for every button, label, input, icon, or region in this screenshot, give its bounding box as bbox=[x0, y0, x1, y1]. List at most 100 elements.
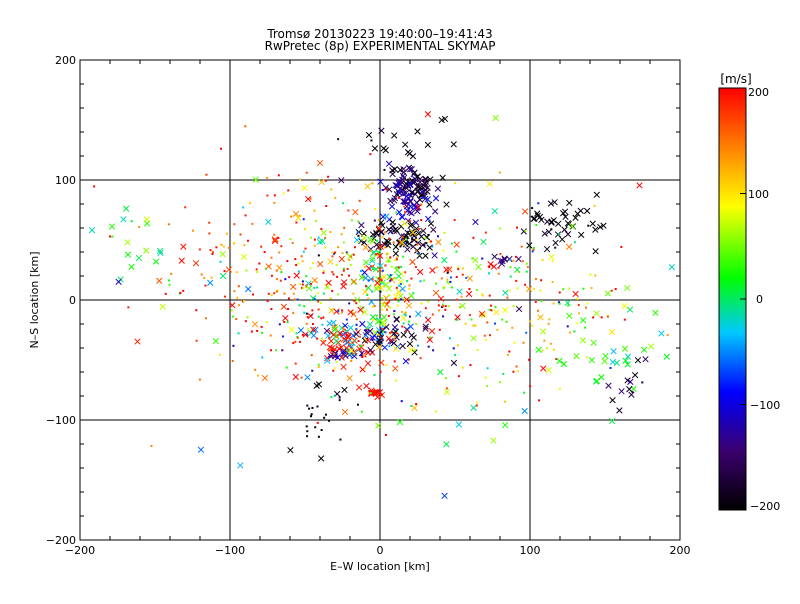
data-point-dot bbox=[343, 226, 346, 229]
data-point-dot bbox=[329, 231, 332, 234]
data-point-x bbox=[325, 332, 332, 339]
data-point-dot bbox=[443, 231, 446, 234]
data-point-dot bbox=[394, 277, 397, 280]
data-point-dot bbox=[606, 315, 609, 318]
data-point-dot bbox=[305, 275, 308, 278]
data-point-dot bbox=[416, 177, 419, 180]
data-point-dot bbox=[527, 358, 530, 361]
data-point-x bbox=[328, 345, 336, 352]
data-point-x bbox=[592, 248, 599, 255]
data-point-dot bbox=[303, 305, 306, 308]
data-point-dot bbox=[381, 189, 384, 192]
data-point-dot bbox=[111, 235, 114, 238]
data-point-dot bbox=[549, 342, 552, 345]
data-point-x bbox=[525, 285, 533, 293]
data-point-dot bbox=[286, 321, 289, 324]
data-point-dot bbox=[383, 246, 386, 249]
data-point-x bbox=[502, 289, 509, 296]
data-point-dot bbox=[512, 370, 515, 373]
data-point-x bbox=[618, 388, 625, 395]
data-point-dot bbox=[236, 296, 239, 299]
data-point-dot bbox=[338, 399, 341, 402]
data-point-dot bbox=[369, 153, 372, 156]
data-point-dot bbox=[335, 360, 338, 363]
data-point-dot bbox=[456, 318, 459, 321]
data-point-x bbox=[435, 239, 442, 246]
data-point-dot bbox=[404, 271, 407, 274]
y-tick-label: −200 bbox=[46, 534, 76, 547]
data-point-dot bbox=[313, 286, 316, 289]
data-point-dot bbox=[299, 178, 302, 181]
data-point-dot bbox=[481, 294, 484, 297]
data-point-dot bbox=[356, 403, 359, 406]
data-point-dot bbox=[470, 318, 473, 321]
data-point-dot bbox=[357, 340, 360, 343]
data-point-x bbox=[634, 357, 642, 364]
data-point-x bbox=[225, 266, 233, 273]
data-point-dot bbox=[269, 334, 272, 337]
data-point-x bbox=[385, 285, 393, 292]
data-point-x bbox=[487, 261, 494, 268]
data-point-dot bbox=[535, 224, 538, 227]
data-point-dot bbox=[423, 244, 426, 247]
data-point-x bbox=[376, 266, 384, 273]
data-point-dot bbox=[303, 228, 306, 231]
data-point-dot bbox=[311, 309, 314, 312]
data-point-dot bbox=[322, 271, 325, 274]
data-point-dot bbox=[170, 272, 173, 275]
data-point-x bbox=[252, 176, 259, 183]
data-point-dot bbox=[306, 430, 309, 433]
data-point-dot bbox=[432, 349, 435, 352]
data-point-dot bbox=[247, 239, 250, 242]
data-point-dot bbox=[340, 311, 343, 314]
data-point-dot bbox=[431, 245, 434, 248]
data-point-dot bbox=[525, 270, 528, 273]
data-point-x bbox=[648, 343, 655, 350]
data-point-dot bbox=[380, 279, 383, 282]
data-point-x bbox=[515, 305, 523, 313]
data-point-dot bbox=[497, 272, 500, 275]
data-point-dot bbox=[431, 313, 434, 316]
data-point-dot bbox=[498, 381, 501, 384]
data-point-dot bbox=[200, 273, 203, 276]
data-point-dot bbox=[590, 287, 593, 290]
data-point-x bbox=[470, 335, 477, 342]
data-point-dot bbox=[219, 147, 222, 150]
data-point-dot bbox=[400, 400, 403, 403]
data-point-x bbox=[261, 374, 269, 382]
data-point-x bbox=[369, 334, 376, 341]
data-point-x bbox=[143, 216, 150, 223]
data-point-dot bbox=[195, 339, 198, 342]
data-point-dot bbox=[446, 271, 449, 274]
data-point-dot bbox=[342, 202, 345, 205]
data-point-dot bbox=[360, 270, 363, 273]
data-point-x bbox=[450, 359, 458, 367]
data-point-x bbox=[407, 181, 414, 188]
data-point-dot bbox=[573, 241, 576, 244]
data-point-dot bbox=[531, 207, 534, 210]
data-point-x bbox=[362, 288, 369, 296]
data-point-dot bbox=[389, 256, 392, 259]
data-point-dot bbox=[289, 238, 292, 241]
data-point-dot bbox=[313, 244, 316, 247]
data-point-dot bbox=[623, 318, 626, 321]
data-point-dot bbox=[370, 139, 373, 142]
data-point-dot bbox=[404, 298, 407, 301]
data-point-x bbox=[624, 284, 631, 292]
data-point-dot bbox=[587, 224, 590, 227]
data-point-dot bbox=[297, 270, 300, 273]
data-point-dot bbox=[260, 325, 263, 328]
data-point-dot bbox=[387, 260, 390, 263]
data-point-dot bbox=[384, 319, 387, 322]
data-point-dot bbox=[341, 252, 344, 255]
data-point-dot bbox=[331, 289, 334, 292]
data-point-dot bbox=[287, 297, 290, 300]
data-point-x bbox=[426, 336, 434, 343]
data-point-x bbox=[88, 227, 96, 234]
data-point-dot bbox=[513, 341, 516, 344]
data-point-x bbox=[265, 218, 272, 226]
data-point-dot bbox=[346, 267, 349, 270]
data-point-dot bbox=[337, 138, 340, 141]
data-point-dot bbox=[389, 331, 392, 334]
data-point-dot bbox=[424, 237, 427, 240]
